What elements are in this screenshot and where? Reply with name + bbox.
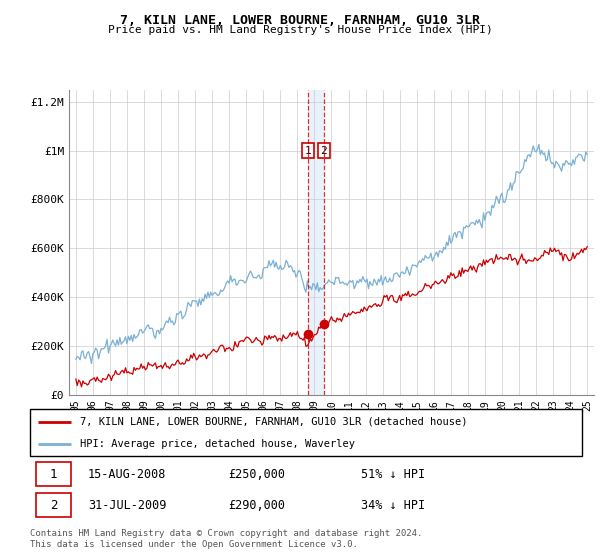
Text: 51% ↓ HPI: 51% ↓ HPI (361, 468, 425, 481)
Text: 1: 1 (50, 468, 57, 481)
Text: 1: 1 (304, 146, 311, 156)
Text: 2: 2 (50, 498, 57, 512)
Text: 15-AUG-2008: 15-AUG-2008 (88, 468, 166, 481)
Text: 7, KILN LANE, LOWER BOURNE, FARNHAM, GU10 3LR: 7, KILN LANE, LOWER BOURNE, FARNHAM, GU1… (120, 14, 480, 27)
Bar (308, 90, 323, 395)
Text: 31-JUL-2009: 31-JUL-2009 (88, 498, 166, 512)
Text: 7, KILN LANE, LOWER BOURNE, FARNHAM, GU10 3LR (detached house): 7, KILN LANE, LOWER BOURNE, FARNHAM, GU1… (80, 417, 467, 427)
FancyBboxPatch shape (35, 493, 71, 517)
Text: 34% ↓ HPI: 34% ↓ HPI (361, 498, 425, 512)
FancyBboxPatch shape (35, 462, 71, 487)
Text: £290,000: £290,000 (229, 498, 286, 512)
Text: £250,000: £250,000 (229, 468, 286, 481)
Text: 2: 2 (320, 146, 328, 156)
Text: Price paid vs. HM Land Registry's House Price Index (HPI): Price paid vs. HM Land Registry's House … (107, 25, 493, 35)
Text: HPI: Average price, detached house, Waverley: HPI: Average price, detached house, Wave… (80, 438, 355, 449)
Text: Contains HM Land Registry data © Crown copyright and database right 2024.
This d: Contains HM Land Registry data © Crown c… (30, 529, 422, 549)
FancyBboxPatch shape (30, 409, 582, 456)
